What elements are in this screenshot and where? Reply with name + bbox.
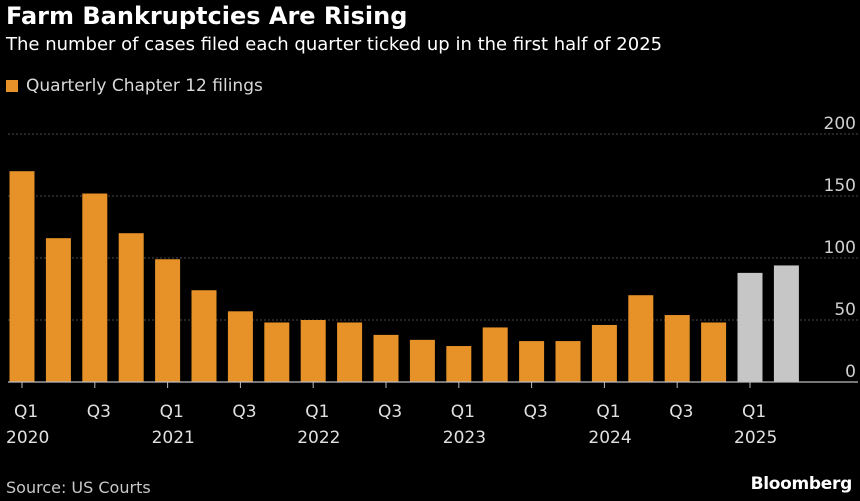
bar — [446, 346, 472, 382]
bar — [45, 238, 71, 382]
x-tick-label-quarter: Q1 — [451, 402, 475, 422]
x-tick-label-year: 2025 — [734, 428, 777, 448]
bar — [300, 320, 326, 382]
bar — [701, 322, 727, 382]
legend: Quarterly Chapter 12 filings — [6, 76, 263, 96]
x-tick-label-year: 2021 — [152, 428, 195, 448]
chart-title: Farm Bankruptcies Are Rising — [6, 2, 408, 30]
y-tick-label: 50 — [834, 300, 856, 320]
bar — [737, 272, 763, 382]
x-tick-label-quarter: Q3 — [87, 402, 111, 422]
x-tick-label-quarter: Q3 — [524, 402, 548, 422]
legend-swatch — [6, 80, 18, 92]
y-tick-label: 200 — [824, 114, 856, 134]
bar — [555, 341, 581, 382]
bar — [628, 295, 654, 382]
bar — [9, 171, 35, 382]
x-tick-label-quarter: Q1 — [305, 402, 329, 422]
bar — [82, 193, 108, 382]
x-tick-label-year: 2024 — [588, 428, 631, 448]
bar — [227, 311, 253, 382]
y-tick-label: 150 — [824, 176, 856, 196]
bar — [664, 315, 690, 382]
chart-subtitle: The number of cases filed each quarter t… — [6, 34, 663, 55]
bar — [155, 259, 181, 382]
bar — [118, 233, 144, 382]
x-tick-label-quarter: Q1 — [596, 402, 620, 422]
bar — [519, 341, 545, 382]
x-tick-label-quarter: Q1 — [160, 402, 184, 422]
x-tick-label-year: 2020 — [6, 428, 49, 448]
x-tick-label-quarter: Q3 — [378, 402, 402, 422]
x-tick-label-year: 2023 — [443, 428, 486, 448]
x-tick-label-quarter: Q1 — [14, 402, 38, 422]
x-tick-label-quarter: Q3 — [232, 402, 256, 422]
bar — [482, 327, 508, 382]
bar — [337, 322, 363, 382]
bar — [409, 339, 435, 382]
bar — [191, 290, 217, 382]
x-tick-label-quarter: Q1 — [742, 402, 766, 422]
bar — [773, 265, 799, 382]
y-tick-label: 0 — [845, 362, 856, 382]
source-note: Source: US Courts — [6, 478, 151, 497]
x-tick-label-year: 2022 — [297, 428, 340, 448]
x-tick-label-quarter: Q3 — [669, 402, 693, 422]
bloomberg-logo: Bloomberg — [750, 474, 853, 494]
bar — [373, 334, 399, 382]
bar — [591, 324, 617, 382]
bar — [264, 322, 290, 382]
legend-label: Quarterly Chapter 12 filings — [26, 76, 263, 96]
y-tick-label: 100 — [824, 238, 856, 258]
